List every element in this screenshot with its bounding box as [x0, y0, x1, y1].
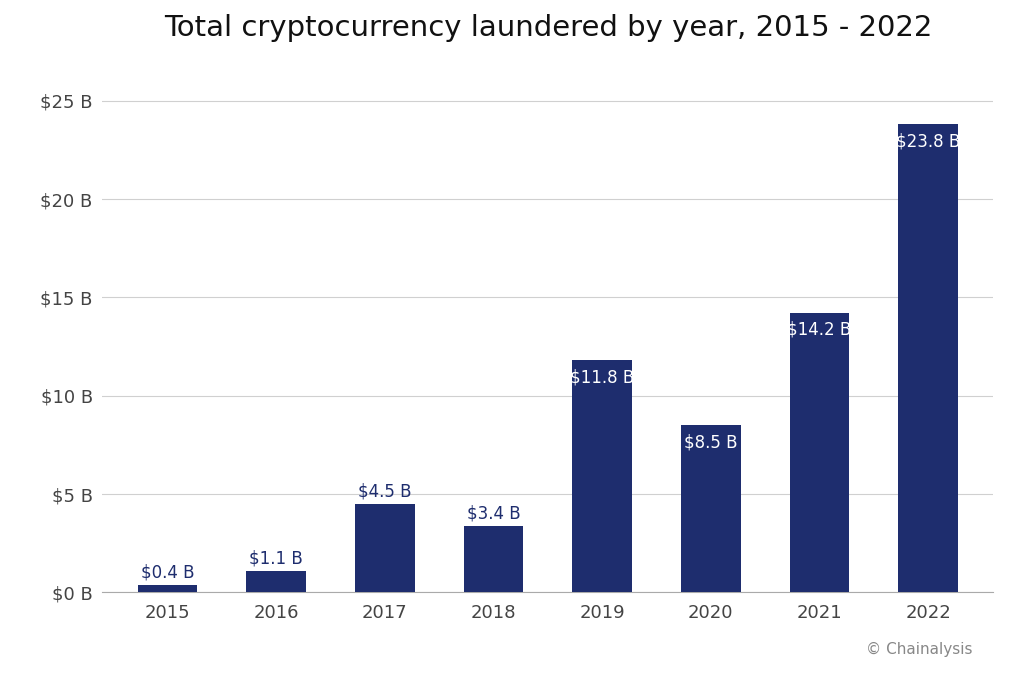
Text: $3.4 B: $3.4 B — [467, 505, 520, 522]
Text: $1.1 B: $1.1 B — [250, 550, 303, 568]
Bar — [137, 584, 198, 592]
Bar — [681, 425, 740, 592]
Text: $11.8 B: $11.8 B — [570, 368, 634, 386]
Title: Total cryptocurrency laundered by year, 2015 - 2022: Total cryptocurrency laundered by year, … — [164, 14, 932, 42]
Text: $0.4 B: $0.4 B — [141, 564, 195, 582]
Bar — [898, 124, 958, 592]
Bar — [355, 504, 415, 592]
Text: $14.2 B: $14.2 B — [787, 321, 852, 339]
Bar — [790, 313, 849, 592]
Text: © Chainalysis: © Chainalysis — [866, 642, 973, 657]
Text: $8.5 B: $8.5 B — [684, 433, 737, 451]
Bar — [464, 526, 523, 592]
Bar — [572, 360, 632, 592]
Text: $4.5 B: $4.5 B — [358, 483, 412, 501]
Bar — [247, 571, 306, 592]
Text: $23.8 B: $23.8 B — [896, 132, 961, 150]
